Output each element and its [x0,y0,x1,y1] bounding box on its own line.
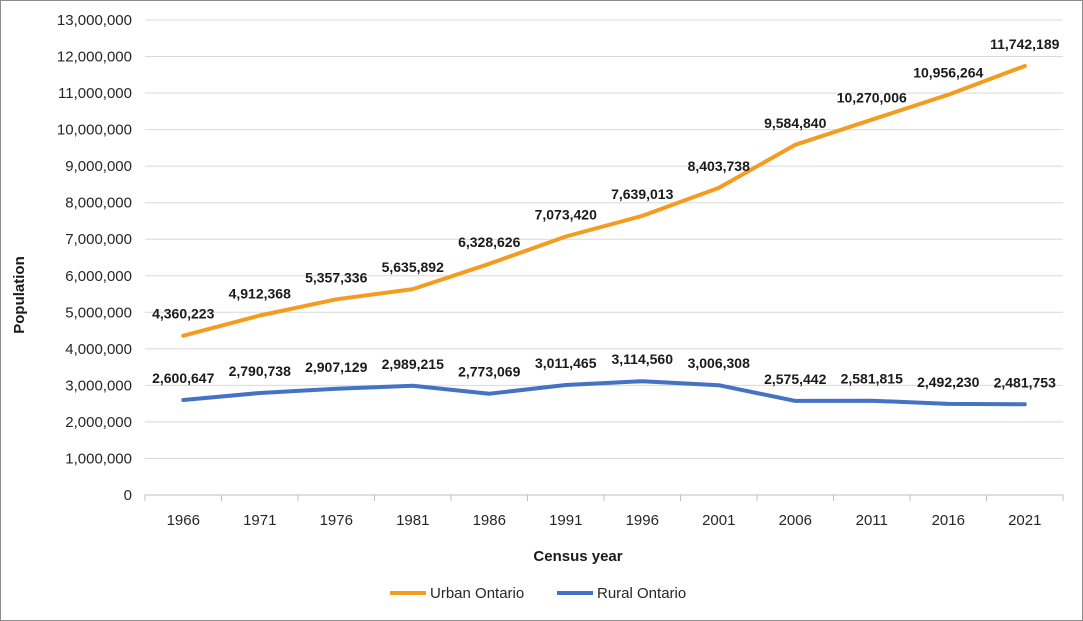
y-tick-label: 7,000,000 [65,231,132,248]
x-tick-label: 1971 [243,512,276,529]
x-tick-label: 1996 [626,512,659,529]
x-tick-label: 1986 [473,512,506,529]
x-tick-label: 1976 [320,512,353,529]
data-label: 2,581,815 [841,371,903,387]
data-label: 9,584,840 [764,115,826,131]
x-tick-label: 2001 [702,512,735,529]
x-tick-label: 1966 [167,512,200,529]
y-tick-label: 5,000,000 [65,304,132,321]
data-label: 2,575,442 [764,371,826,387]
y-tick-label: 11,000,000 [58,85,132,102]
legend-label-rural: Rural Ontario [597,585,686,602]
y-tick-label: 13,000,000 [57,12,132,29]
y-tick-label: 2,000,000 [65,414,132,431]
data-label: 2,989,215 [382,356,444,372]
data-label: 7,639,013 [611,186,673,202]
y-axis-title: Population [11,256,28,334]
y-tick-label: 1,000,000 [65,450,132,467]
data-label: 7,073,420 [535,207,597,223]
y-tick-label: 10,000,000 [57,122,132,139]
legend: Urban Ontario Rural Ontario [390,585,686,602]
rural-ontario-line [181,379,1027,407]
legend-label-urban: Urban Ontario [430,585,524,602]
y-tick-label: 9,000,000 [65,158,132,175]
gridlines [145,19,1063,496]
data-label: 2,790,738 [229,363,291,379]
data-label: 5,357,336 [305,269,367,285]
data-label: 2,481,753 [994,374,1056,390]
data-label: 11,742,189 [990,36,1060,52]
x-tick-label: 1981 [396,512,429,529]
x-axis-title: Census year [533,548,622,565]
data-labels: 4,360,223 4,912,368 5,357,336 5,635,892 6,32… [152,36,1060,390]
y-tick-label: 4,000,000 [65,341,132,358]
data-label: 2,773,069 [458,364,520,380]
y-tick-label: 8,000,000 [65,195,132,212]
data-label: 2,600,647 [152,370,214,386]
data-label: 2,907,129 [305,359,367,375]
series-lines [181,64,1027,407]
x-tick-label: 2021 [1008,512,1041,529]
x-tick-label: 2011 [856,512,888,529]
urban-ontario-line [181,64,1027,338]
y-tick-label: 12,000,000 [57,49,132,66]
y-tick-label: 6,000,000 [65,268,132,285]
data-label: 5,635,892 [382,259,444,275]
data-label: 10,270,006 [837,90,907,106]
data-label: 3,006,308 [688,355,750,371]
x-tick-label: 1991 [549,512,582,529]
y-axis-ticks: 0 1,000,000 2,000,000 3,000,000 4,000,000 5,0… [57,12,132,504]
y-tick-label: 0 [124,487,132,504]
data-label: 3,011,465 [535,355,597,371]
x-tick-label: 2016 [932,512,965,529]
x-axis-ticks: 1966 1971 1976 1981 1986 1991 1996 2001 2006 2011… [144,495,1064,529]
data-label: 4,912,368 [229,286,291,302]
data-label: 6,328,626 [458,234,520,250]
data-label: 4,360,223 [152,306,214,322]
data-label: 3,114,560 [611,351,673,367]
data-label: 10,956,264 [913,65,983,81]
y-tick-label: 3,000,000 [65,377,132,394]
data-label: 8,403,738 [688,158,750,174]
x-tick-label: 2006 [779,512,812,529]
data-label: 2,492,230 [917,374,979,390]
